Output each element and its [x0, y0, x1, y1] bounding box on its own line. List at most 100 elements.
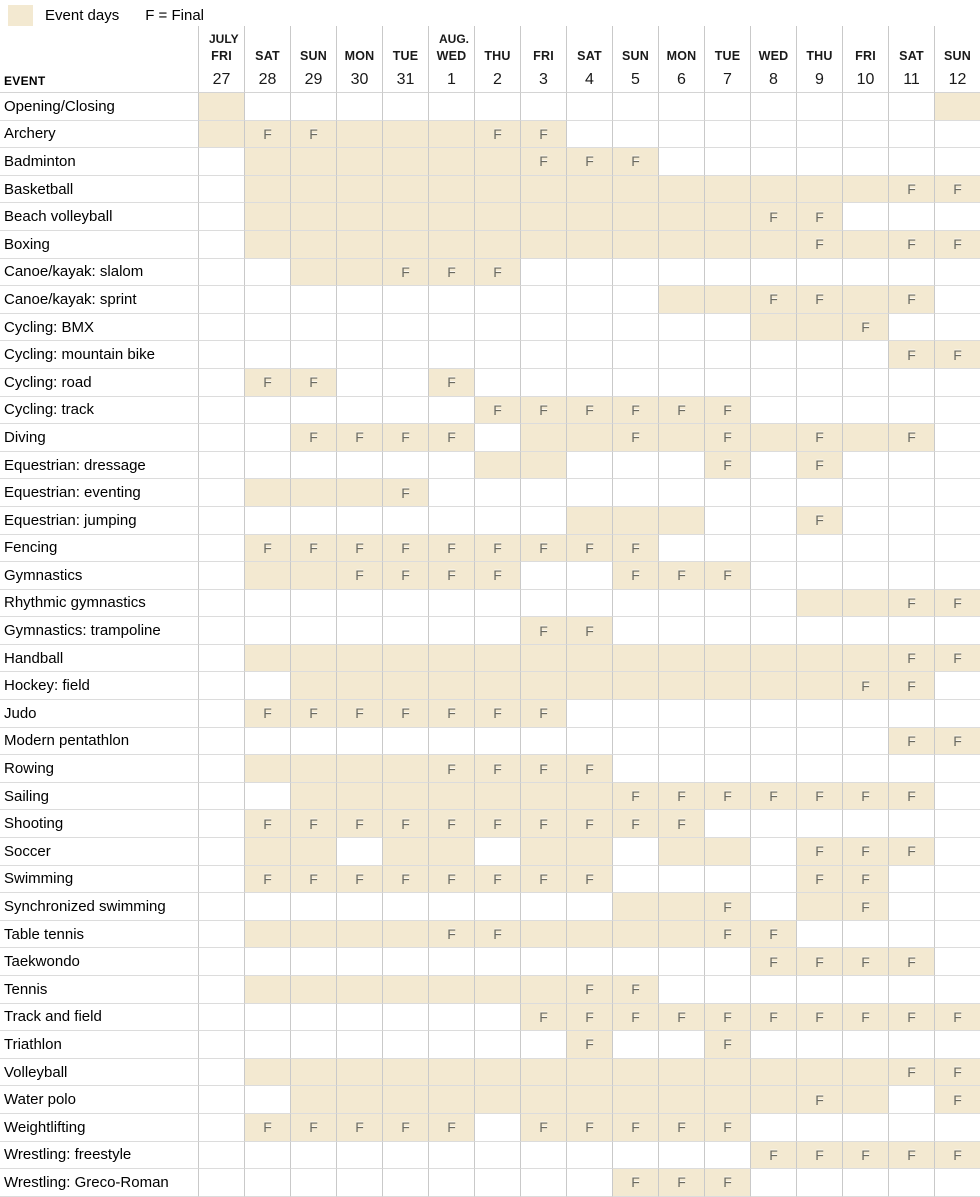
row-label: Gymnastics: trampoline: [0, 617, 198, 645]
empty-cell: [198, 617, 244, 645]
empty-cell: [934, 313, 980, 342]
final-cell: F: [796, 865, 842, 894]
event-day-cell: [520, 424, 566, 452]
event-day-cell: [244, 230, 290, 259]
empty-cell: [198, 203, 244, 231]
empty-cell: [704, 617, 750, 645]
empty-cell: [290, 589, 336, 618]
final-cell: F: [888, 286, 934, 314]
empty-cell: [520, 893, 566, 921]
final-letter: F: [309, 1119, 318, 1136]
final-letter: F: [493, 870, 502, 887]
empty-cell: [612, 120, 658, 149]
final-letter: F: [493, 263, 502, 280]
final-cell: F: [566, 1113, 612, 1142]
empty-cell: [198, 589, 244, 618]
empty-cell: [658, 976, 704, 1004]
event-day-cell: [842, 286, 888, 314]
column-header-day: TUE: [704, 26, 750, 66]
final-cell: F: [888, 948, 934, 976]
final-letter: F: [677, 1119, 686, 1136]
final-cell: F: [566, 755, 612, 783]
empty-cell: [566, 341, 612, 369]
empty-cell: [750, 1113, 796, 1142]
final-cell: F: [704, 396, 750, 425]
final-letter: F: [907, 236, 916, 253]
final-letter: F: [263, 870, 272, 887]
event-day-cell: [428, 148, 474, 176]
event-day-cell: [428, 175, 474, 204]
final-cell: F: [474, 120, 520, 149]
final-letter: F: [723, 1174, 732, 1191]
empty-cell: [244, 396, 290, 425]
empty-cell: [520, 1031, 566, 1059]
row-label: Modern pentathlon: [0, 728, 198, 756]
event-day-cell: [842, 175, 888, 204]
final-letter: F: [447, 1119, 456, 1136]
final-cell: F: [474, 700, 520, 728]
final-cell: F: [796, 230, 842, 259]
empty-cell: [888, 1113, 934, 1142]
empty-cell: [934, 810, 980, 839]
event-day-cell: [658, 230, 704, 259]
final-cell: F: [382, 562, 428, 590]
event-day-cell: [290, 644, 336, 673]
empty-cell: [244, 782, 290, 811]
event-day-cell: [336, 148, 382, 176]
column-header-date: 8: [750, 66, 796, 93]
event-day-cell: [612, 175, 658, 204]
empty-cell: [888, 920, 934, 949]
event-day-cell: [428, 1086, 474, 1114]
final-letter: F: [493, 815, 502, 832]
final-cell: F: [888, 175, 934, 204]
final-cell: F: [244, 865, 290, 894]
final-cell: F: [704, 1113, 750, 1142]
event-day-cell: [428, 644, 474, 673]
final-letter: F: [309, 374, 318, 391]
final-cell: F: [750, 948, 796, 976]
empty-cell: [934, 148, 980, 176]
event-day-cell: [612, 203, 658, 231]
empty-cell: [474, 506, 520, 535]
event-day-cell: [566, 672, 612, 701]
empty-cell: [244, 258, 290, 287]
final-letter: F: [953, 236, 962, 253]
empty-cell: [198, 1141, 244, 1170]
final-letter: F: [861, 319, 870, 336]
empty-cell: [612, 368, 658, 397]
empty-cell: [566, 479, 612, 507]
final-letter: F: [677, 815, 686, 832]
final-letter: F: [447, 705, 456, 722]
final-cell: F: [842, 948, 888, 976]
empty-cell: [796, 755, 842, 783]
empty-cell: [290, 1003, 336, 1032]
event-day-cell: [336, 672, 382, 701]
event-day-cell: [796, 672, 842, 701]
empty-cell: [566, 700, 612, 728]
event-day-cell: [382, 976, 428, 1004]
event-day-cell: [934, 93, 980, 121]
final-letter: F: [861, 788, 870, 805]
empty-cell: [750, 368, 796, 397]
empty-cell: [934, 1169, 980, 1197]
column-header-day: MON: [336, 26, 382, 66]
final-cell: F: [474, 920, 520, 949]
empty-cell: [704, 589, 750, 618]
event-day-cell: [566, 1058, 612, 1087]
final-letter: F: [677, 567, 686, 584]
empty-cell: [612, 1141, 658, 1170]
final-letter: F: [585, 870, 594, 887]
event-day-cell: [336, 203, 382, 231]
empty-cell: [566, 451, 612, 480]
day-name-label: THU: [484, 49, 511, 63]
empty-cell: [566, 727, 612, 756]
final-cell: F: [796, 1141, 842, 1170]
event-day-cell: [796, 893, 842, 921]
empty-cell: [658, 148, 704, 176]
final-cell: F: [566, 976, 612, 1004]
final-cell: F: [934, 1141, 980, 1170]
empty-cell: [290, 506, 336, 535]
event-day-cell: [842, 589, 888, 618]
row-label: Opening/Closing: [0, 93, 198, 121]
event-day-cell: [520, 782, 566, 811]
